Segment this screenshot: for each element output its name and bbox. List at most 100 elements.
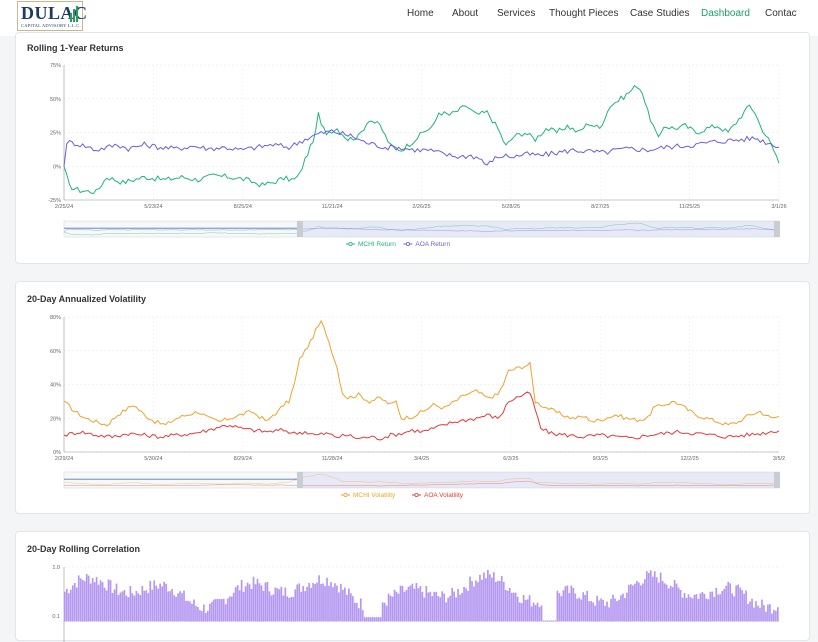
correlation-bar bbox=[177, 593, 179, 622]
correlation-bar bbox=[220, 599, 223, 622]
correlation-bar bbox=[320, 584, 322, 622]
correlation-bar bbox=[729, 583, 732, 622]
nav-link-thought-pieces[interactable]: Thought Pieces bbox=[549, 8, 619, 19]
correlation-bar bbox=[449, 595, 451, 622]
correlation-bar bbox=[473, 586, 475, 622]
correlation-bar bbox=[653, 571, 656, 622]
correlation-bar bbox=[284, 587, 287, 622]
correlation-bar bbox=[385, 605, 388, 622]
correlation-bar bbox=[562, 590, 565, 622]
correlation-bar bbox=[739, 587, 741, 622]
correlation-bar bbox=[127, 597, 130, 622]
correlation-bar bbox=[355, 603, 358, 622]
correlation-bar bbox=[548, 620, 551, 622]
correlation-bar bbox=[173, 595, 175, 622]
correlation-bar bbox=[65, 588, 68, 622]
correlation-bar bbox=[701, 592, 704, 622]
correlation-bar bbox=[524, 599, 527, 622]
y-tick-label: 0% bbox=[53, 164, 61, 170]
correlation-bar bbox=[201, 611, 203, 622]
correlation-bar bbox=[87, 575, 90, 622]
correlation-bar bbox=[755, 601, 757, 622]
correlation-bar bbox=[705, 598, 708, 622]
correlation-bar bbox=[260, 585, 263, 622]
legend-item-2[interactable]: AOA Volatility bbox=[424, 492, 464, 499]
correlation-bar bbox=[421, 591, 424, 622]
correlation-bar bbox=[481, 579, 483, 622]
correlation-bar bbox=[771, 613, 773, 622]
nav-link-dashboard[interactable]: Dashboard bbox=[701, 8, 750, 19]
correlation-bar bbox=[137, 593, 140, 622]
nav-link-services[interactable]: Services bbox=[497, 8, 536, 19]
nav-link-about[interactable]: About bbox=[452, 8, 479, 19]
correlation-bar bbox=[252, 576, 255, 622]
correlation-bar bbox=[717, 594, 720, 622]
correlation-bar bbox=[679, 589, 682, 622]
nav-link-case-studies[interactable]: Case Studies bbox=[630, 8, 690, 19]
correlation-bar bbox=[542, 620, 545, 622]
correlation-bar bbox=[348, 588, 350, 622]
correlation-bar bbox=[645, 571, 648, 622]
correlation-bar bbox=[266, 581, 269, 622]
zoom-slider-left-handle[interactable] bbox=[296, 221, 303, 237]
correlation-bar bbox=[282, 595, 285, 622]
correlation-bar bbox=[765, 611, 767, 622]
correlation-bar bbox=[602, 599, 604, 622]
correlation-bar bbox=[675, 583, 678, 622]
correlation-bar bbox=[733, 596, 736, 622]
correlation-bar bbox=[351, 596, 354, 622]
zoom-slider-right-handle[interactable] bbox=[774, 221, 780, 237]
correlation-bar bbox=[530, 606, 533, 622]
x-tick-label: 2/25/24 bbox=[55, 204, 73, 210]
correlation-bar bbox=[318, 575, 320, 622]
correlation-bar bbox=[767, 604, 769, 622]
correlation-bar bbox=[532, 602, 535, 622]
x-tick-label: 12/2/25 bbox=[680, 456, 698, 462]
correlation-bar bbox=[350, 593, 352, 622]
correlation-chart[interactable]: 1.0 0.1 bbox=[16, 532, 811, 642]
correlation-bar bbox=[344, 587, 346, 622]
returns-chart[interactable]: 75% 50% 25% 0% -25%2/25/24 5/23/24 8/25/24 11/2… bbox=[16, 33, 811, 265]
legend-swatch-marker bbox=[348, 241, 353, 246]
correlation-bar bbox=[119, 592, 122, 622]
correlation-bar bbox=[189, 601, 191, 622]
zoom-slider-right-handle[interactable] bbox=[774, 472, 780, 488]
correlation-bar bbox=[550, 620, 553, 622]
legend-item-2[interactable]: AOA Return bbox=[415, 241, 450, 248]
x-tick-label: 6/3/25 bbox=[503, 456, 518, 462]
correlation-bar bbox=[669, 585, 672, 622]
correlation-bar bbox=[518, 602, 521, 622]
correlation-bar bbox=[131, 593, 134, 622]
zoom-slider-left-handle[interactable] bbox=[296, 472, 303, 488]
correlation-bar bbox=[447, 597, 450, 622]
correlation-bar bbox=[79, 578, 82, 622]
correlation-bar bbox=[77, 575, 80, 622]
correlation-bar bbox=[727, 581, 730, 622]
correlation-bar bbox=[671, 587, 674, 622]
legend-item-1[interactable]: MCHI Return bbox=[358, 241, 396, 248]
volatility-chart[interactable]: 80% 60% 40% 20% 0%2/29/24 5/30/24 8/29/24 11/28… bbox=[16, 282, 811, 515]
correlation-bar bbox=[685, 598, 688, 622]
correlation-bar bbox=[264, 582, 267, 622]
returns-series-line-1 bbox=[63, 84, 780, 195]
correlation-bar bbox=[248, 584, 251, 622]
correlation-bar bbox=[667, 588, 670, 622]
correlation-bar bbox=[687, 594, 690, 622]
correlation-bar bbox=[689, 597, 692, 622]
legend-item-1[interactable]: MCHI Volatility bbox=[353, 492, 396, 499]
x-tick-label: 5/23/24 bbox=[144, 204, 162, 210]
correlation-bar bbox=[465, 588, 467, 622]
nav-link-contact[interactable]: Contac bbox=[765, 8, 797, 19]
correlation-bar bbox=[324, 585, 326, 622]
correlation-bar bbox=[107, 579, 110, 622]
correlation-bar bbox=[240, 579, 243, 622]
correlation-bar bbox=[560, 596, 563, 622]
correlation-bar bbox=[250, 589, 253, 622]
correlation-bar bbox=[538, 607, 541, 622]
y-tick-label: 0% bbox=[53, 450, 61, 456]
correlation-bar bbox=[546, 620, 549, 622]
company-logo[interactable]: DULAC CAPITAL ADVISORY L.L.C. bbox=[17, 1, 87, 31]
nav-link-home[interactable]: Home bbox=[407, 8, 434, 19]
correlation-bar bbox=[133, 595, 136, 622]
correlation-bar bbox=[502, 581, 505, 622]
